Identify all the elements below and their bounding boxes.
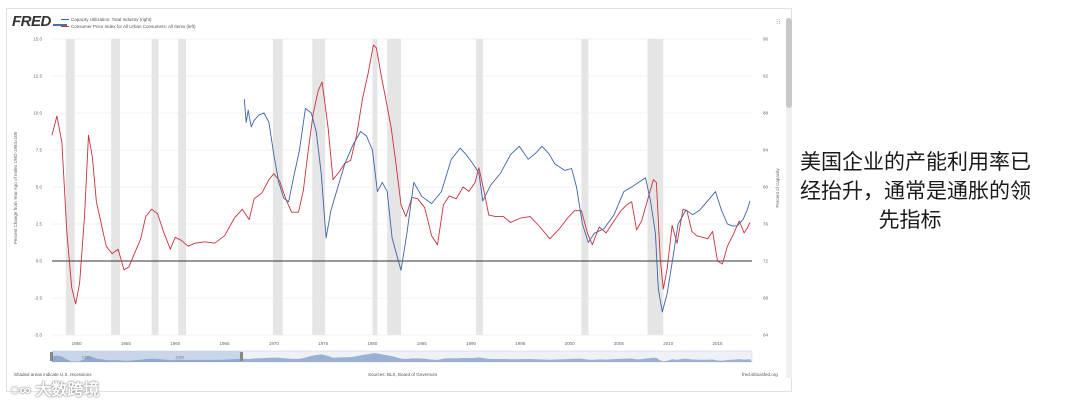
x-tick-label: 1980	[367, 341, 378, 346]
x-tick-label: 1975	[318, 341, 329, 346]
navigator-label: 1950	[82, 355, 92, 360]
y2-tick-label: 64	[763, 333, 769, 338]
y-tick-label: 7.5	[36, 148, 43, 153]
x-tick-label: 1950	[72, 341, 83, 346]
x-tick-label: 1955	[121, 341, 132, 346]
y-tick-label: 10.0	[33, 111, 42, 116]
navigator-selected-range	[52, 351, 242, 362]
x-tick-label: 2015	[712, 341, 723, 346]
y2-tick-label: 68	[763, 296, 769, 301]
navigator-area	[52, 353, 752, 362]
x-tick-label: 1990	[466, 341, 477, 346]
caption-line-3: 先指标	[878, 208, 942, 232]
y2-tick-label: 88	[763, 111, 769, 116]
caption-line-2: 经抬升，通常是通胀的领	[800, 179, 1031, 203]
x-tick-label: 2010	[663, 341, 674, 346]
chart-menu-icon[interactable]: ⁝⁝	[776, 19, 781, 26]
navigator-handle-right	[240, 352, 243, 361]
scrollbar[interactable]	[786, 18, 792, 378]
y-tick-label: -2.5	[34, 296, 42, 301]
series-line-capacity-utilization	[243, 99, 751, 313]
y-axis-label: Percent Change from Year Ago of Index 19…	[13, 131, 18, 244]
y-tick-label: 2.5	[36, 222, 43, 227]
y2-tick-label: 72	[763, 259, 769, 264]
y-tick-label: -5.0	[34, 333, 42, 338]
navigator-handle-left	[50, 352, 53, 361]
logo-graph-icon	[52, 16, 67, 26]
x-tick-label: 1970	[269, 341, 280, 346]
x-tick-label: 1995	[515, 341, 526, 346]
legend-swatch-capu	[61, 19, 69, 21]
y2-tick-label: 84	[763, 148, 769, 153]
fred-logo[interactable]: FRED	[12, 13, 67, 30]
y2-tick-label: 76	[763, 222, 769, 227]
y-tick-label: 0.0	[36, 259, 43, 264]
annotation-caption: 美国企业的产能利用率已 经抬升，通常是通胀的领 先指标	[800, 148, 1080, 235]
y-tick-label: 12.5	[33, 74, 42, 79]
y-tick-label: 15.0	[33, 37, 42, 42]
watermark-logo-icon: ◌∞	[10, 382, 36, 399]
x-tick-label: 2000	[565, 341, 576, 346]
legend-item-capu[interactable]: Capacity Utilization: Total Industry (ri…	[61, 17, 151, 22]
y2-axis-label: Percent of Capacity	[775, 168, 780, 208]
navigator-label: 1960	[175, 355, 185, 360]
scrollbar-thumb[interactable]	[786, 18, 792, 108]
legend-item-cpi[interactable]: Consumer Price Index for All Urban Consu…	[61, 24, 196, 29]
x-tick-label: 1985	[417, 341, 428, 346]
x-tick-label: 1960	[170, 341, 181, 346]
x-tick-label: 2005	[614, 341, 625, 346]
x-tick-label: 1965	[220, 341, 231, 346]
source-note: Sources: BLS, Board of Governors	[368, 372, 438, 377]
series-line-cpi	[51, 44, 751, 305]
y2-tick-label: 80	[763, 185, 769, 190]
site-link[interactable]: fred.stlouisfed.org	[742, 372, 778, 377]
myfred-note: Shaded areas indicate U.S. recessions	[14, 372, 92, 377]
y-tick-label: 5.0	[36, 185, 43, 190]
y2-tick-label: 92	[763, 74, 769, 79]
line-chart: -5.0 -2.5 0.0 2.5 5.0 7.5 10.0 12.5 15.0 64 68 72 7…	[13, 37, 780, 363]
watermark: ◌∞ 大数跨境	[10, 382, 100, 399]
caption-line-1: 美国企业的产能利用率已	[800, 150, 1031, 174]
legend-swatch-cpi	[61, 26, 69, 28]
y2-tick-label: 96	[763, 37, 769, 42]
